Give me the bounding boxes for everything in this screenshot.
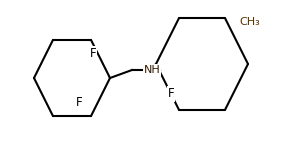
Text: F: F — [90, 47, 96, 60]
Text: CH₃: CH₃ — [239, 17, 260, 27]
Text: F: F — [76, 96, 82, 109]
Text: NH: NH — [144, 65, 160, 75]
Text: F: F — [168, 87, 174, 100]
